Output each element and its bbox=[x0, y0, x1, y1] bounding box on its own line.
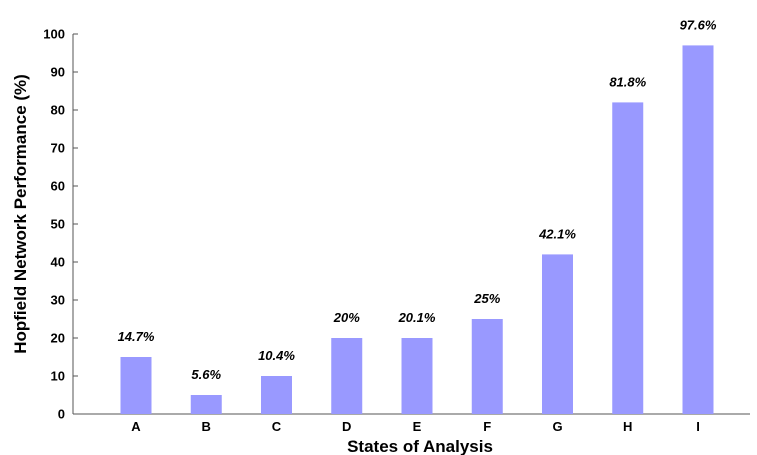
bar-d bbox=[331, 338, 363, 414]
y-axis-title: Hopfield Network Performance (%) bbox=[11, 74, 30, 354]
x-tick-label: A bbox=[131, 419, 141, 434]
x-tick-label: F bbox=[483, 419, 491, 434]
bar-b bbox=[190, 395, 222, 414]
y-tick-label: 90 bbox=[51, 65, 65, 80]
y-tick-label: 50 bbox=[51, 217, 65, 232]
bar-i bbox=[682, 45, 714, 415]
data-label-f: 25% bbox=[473, 291, 500, 306]
x-tick-label: I bbox=[696, 419, 700, 434]
bar-c bbox=[261, 376, 292, 414]
bar-h bbox=[612, 102, 644, 415]
y-axis: 0 10 20 30 40 50 60 70 80 90 100 bbox=[43, 27, 78, 422]
bars bbox=[120, 45, 714, 415]
x-tick-label: E bbox=[413, 419, 422, 434]
y-tick-label: 30 bbox=[51, 293, 65, 308]
y-tick-label: 0 bbox=[58, 407, 65, 422]
data-label-g: 42.1% bbox=[538, 226, 576, 241]
data-label-d: 20% bbox=[333, 310, 360, 325]
y-tick-label: 100 bbox=[43, 27, 65, 42]
data-label-b: 5.6% bbox=[191, 367, 221, 382]
x-tick-label: D bbox=[342, 419, 351, 434]
x-axis-title: States of Analysis bbox=[347, 437, 493, 455]
y-tick-label: 40 bbox=[51, 255, 65, 270]
x-tick-label: B bbox=[202, 419, 211, 434]
data-labels: 14.7% 5.6% 10.4% 20% 20.1% 25% 42.1% 81.8% 97.6% bbox=[118, 17, 717, 382]
y-tick-label: 80 bbox=[51, 103, 65, 118]
x-tick-label: C bbox=[272, 419, 282, 434]
data-label-e: 20.1% bbox=[398, 310, 436, 325]
data-label-c: 10.4% bbox=[258, 348, 295, 363]
x-axis: A B C D E F G H I bbox=[73, 413, 750, 434]
bar-a bbox=[120, 357, 152, 414]
bar-f bbox=[471, 319, 503, 414]
data-label-a: 14.7% bbox=[118, 329, 155, 344]
x-tick-label: G bbox=[552, 419, 562, 434]
bar-e bbox=[401, 338, 433, 414]
data-label-h: 81.8% bbox=[609, 74, 646, 89]
data-label-i: 97.6% bbox=[680, 17, 717, 32]
y-tick-label: 10 bbox=[51, 369, 65, 384]
bar-g bbox=[542, 254, 573, 414]
y-tick-label: 60 bbox=[51, 179, 65, 194]
y-tick-label: 20 bbox=[51, 331, 65, 346]
x-tick-label: H bbox=[623, 419, 632, 434]
y-tick-label: 70 bbox=[51, 141, 65, 156]
